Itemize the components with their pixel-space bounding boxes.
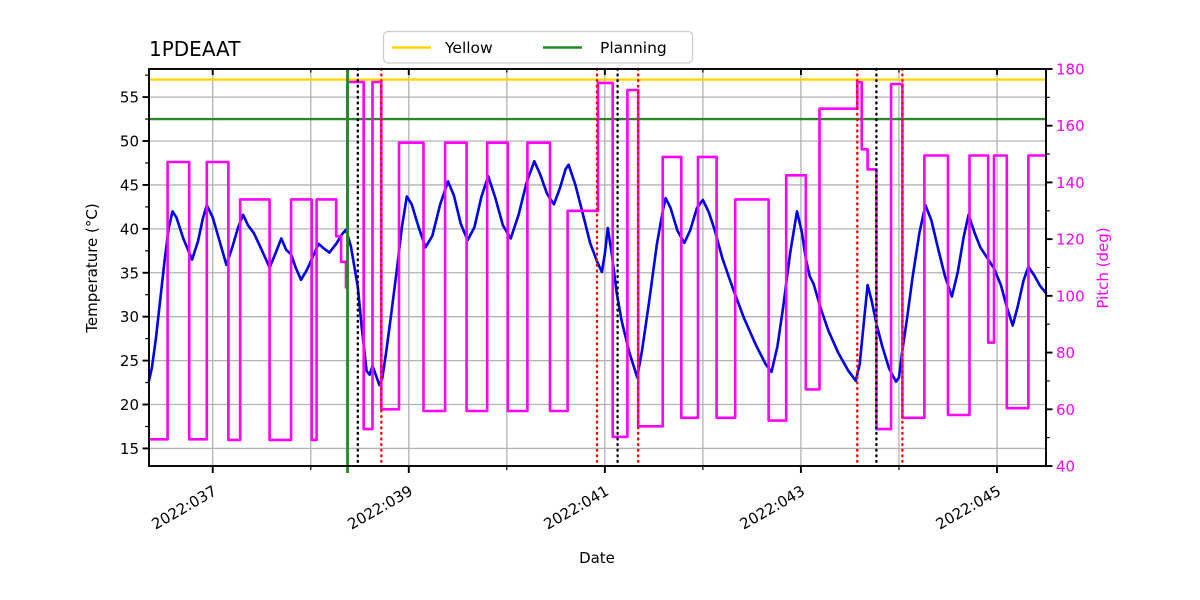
temperature-series-line (147, 159, 1048, 387)
y-tick-label-left: 50 (120, 133, 139, 151)
x-tick-label: 2022:041 (541, 482, 612, 534)
y-tick-label-left: 35 (120, 264, 139, 282)
y-tick-label-left: 15 (120, 440, 139, 458)
chart-title: 1PDEAAT (149, 37, 241, 61)
y-tick-label-left: 30 (120, 308, 139, 326)
y-tick-label-right: 60 (1056, 401, 1075, 419)
y-axis-label-left: Temperature (°C) (83, 203, 101, 333)
y-tick-label-left: 25 (120, 352, 139, 370)
y-tick-label-right: 180 (1056, 61, 1085, 79)
y-tick-label-left: 40 (120, 220, 139, 238)
y-tick-label-left: 20 (120, 396, 139, 414)
x-tick-label: 2022:043 (737, 482, 808, 534)
y-tick-label-right: 100 (1056, 287, 1085, 305)
y-axis-label-right: Pitch (deg) (1094, 227, 1112, 308)
y-tick-label-left: 45 (120, 176, 139, 194)
x-tick-label: 2022:039 (345, 482, 416, 534)
y-tick-label-right: 120 (1056, 231, 1085, 249)
y-tick-label-right: 80 (1056, 344, 1075, 362)
y-tick-label-right: 40 (1056, 458, 1075, 476)
y-tick-label-left: 55 (120, 89, 139, 107)
y-tick-label-right: 160 (1056, 117, 1085, 135)
x-tick-label: 2022:045 (933, 482, 1004, 534)
x-tick-label: 2022:037 (148, 482, 219, 534)
x-axis-label: Date (579, 549, 615, 567)
legend-frame (382, 30, 694, 64)
legend-planning-label: Planning (600, 39, 667, 57)
legend: Yellow Planning (382, 30, 694, 64)
y-tick-label-right: 140 (1056, 174, 1085, 192)
legend-yellow-label: Yellow (444, 39, 493, 57)
plot-area: 15 20 25 30 35 40 45 50 55 40 60 80 100 120 140 160 180 2… (120, 61, 1085, 534)
